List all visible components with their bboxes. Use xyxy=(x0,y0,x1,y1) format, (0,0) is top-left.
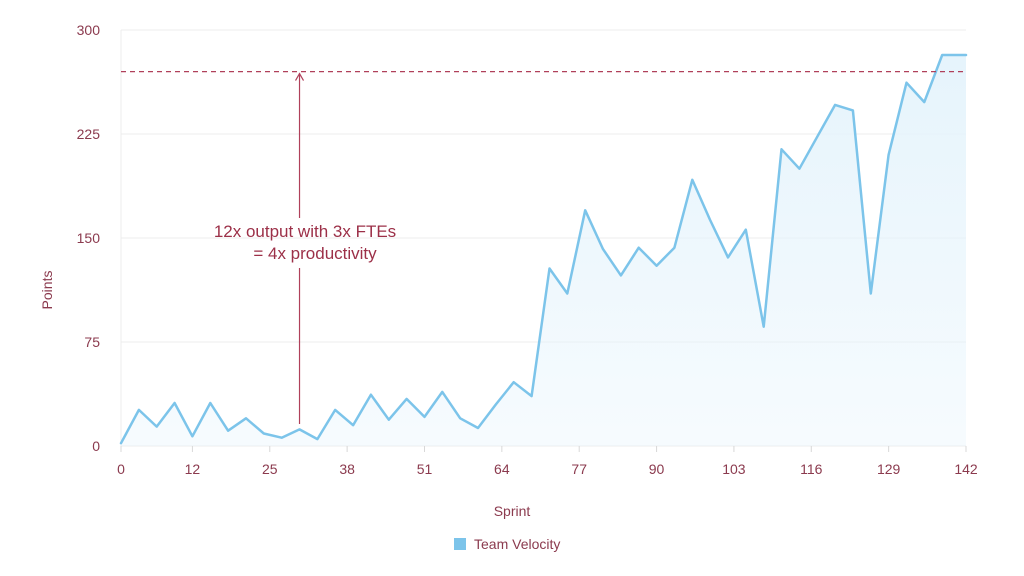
y-tick-label: 150 xyxy=(77,230,101,246)
x-tick-label: 103 xyxy=(722,461,746,477)
y-tick-labels: 0 75 150 225 300 xyxy=(77,22,101,454)
x-tick-label: 90 xyxy=(649,461,665,477)
annotation-arrow-head xyxy=(295,72,305,81)
y-axis-title: Points xyxy=(39,271,55,310)
y-tick-label: 300 xyxy=(77,22,101,38)
y-tick-label: 0 xyxy=(92,438,100,454)
annotation-text-line: = 4x productivity xyxy=(253,244,377,263)
x-tick-label: 38 xyxy=(339,461,355,477)
annotation-text-line: 12x output with 3x FTEs xyxy=(214,222,396,241)
x-tick-label: 51 xyxy=(417,461,433,477)
x-tick-label: 12 xyxy=(185,461,201,477)
y-tick-label: 225 xyxy=(77,126,101,142)
legend-label: Team Velocity xyxy=(474,536,560,552)
x-tick-label: 129 xyxy=(877,461,901,477)
x-tick-label: 64 xyxy=(494,461,510,477)
area-layer xyxy=(119,53,968,446)
y-tick-label: 75 xyxy=(84,334,100,350)
x-tick-label: 142 xyxy=(954,461,978,477)
legend: Team Velocity xyxy=(454,536,560,552)
series-area xyxy=(121,55,966,446)
x-axis-title: Sprint xyxy=(494,503,531,519)
x-tick-label: 25 xyxy=(262,461,278,477)
x-tick-labels: 0 12 25 38 51 64 77 90 103 116 129 142 xyxy=(117,446,978,477)
series-line xyxy=(119,53,968,445)
x-tick-label: 0 xyxy=(117,461,125,477)
x-tick-label: 77 xyxy=(571,461,587,477)
annotation-layer: 12x output with 3x FTEs = 4x productivity xyxy=(214,72,396,424)
x-tick-label: 116 xyxy=(800,461,823,477)
legend-swatch xyxy=(454,538,466,550)
